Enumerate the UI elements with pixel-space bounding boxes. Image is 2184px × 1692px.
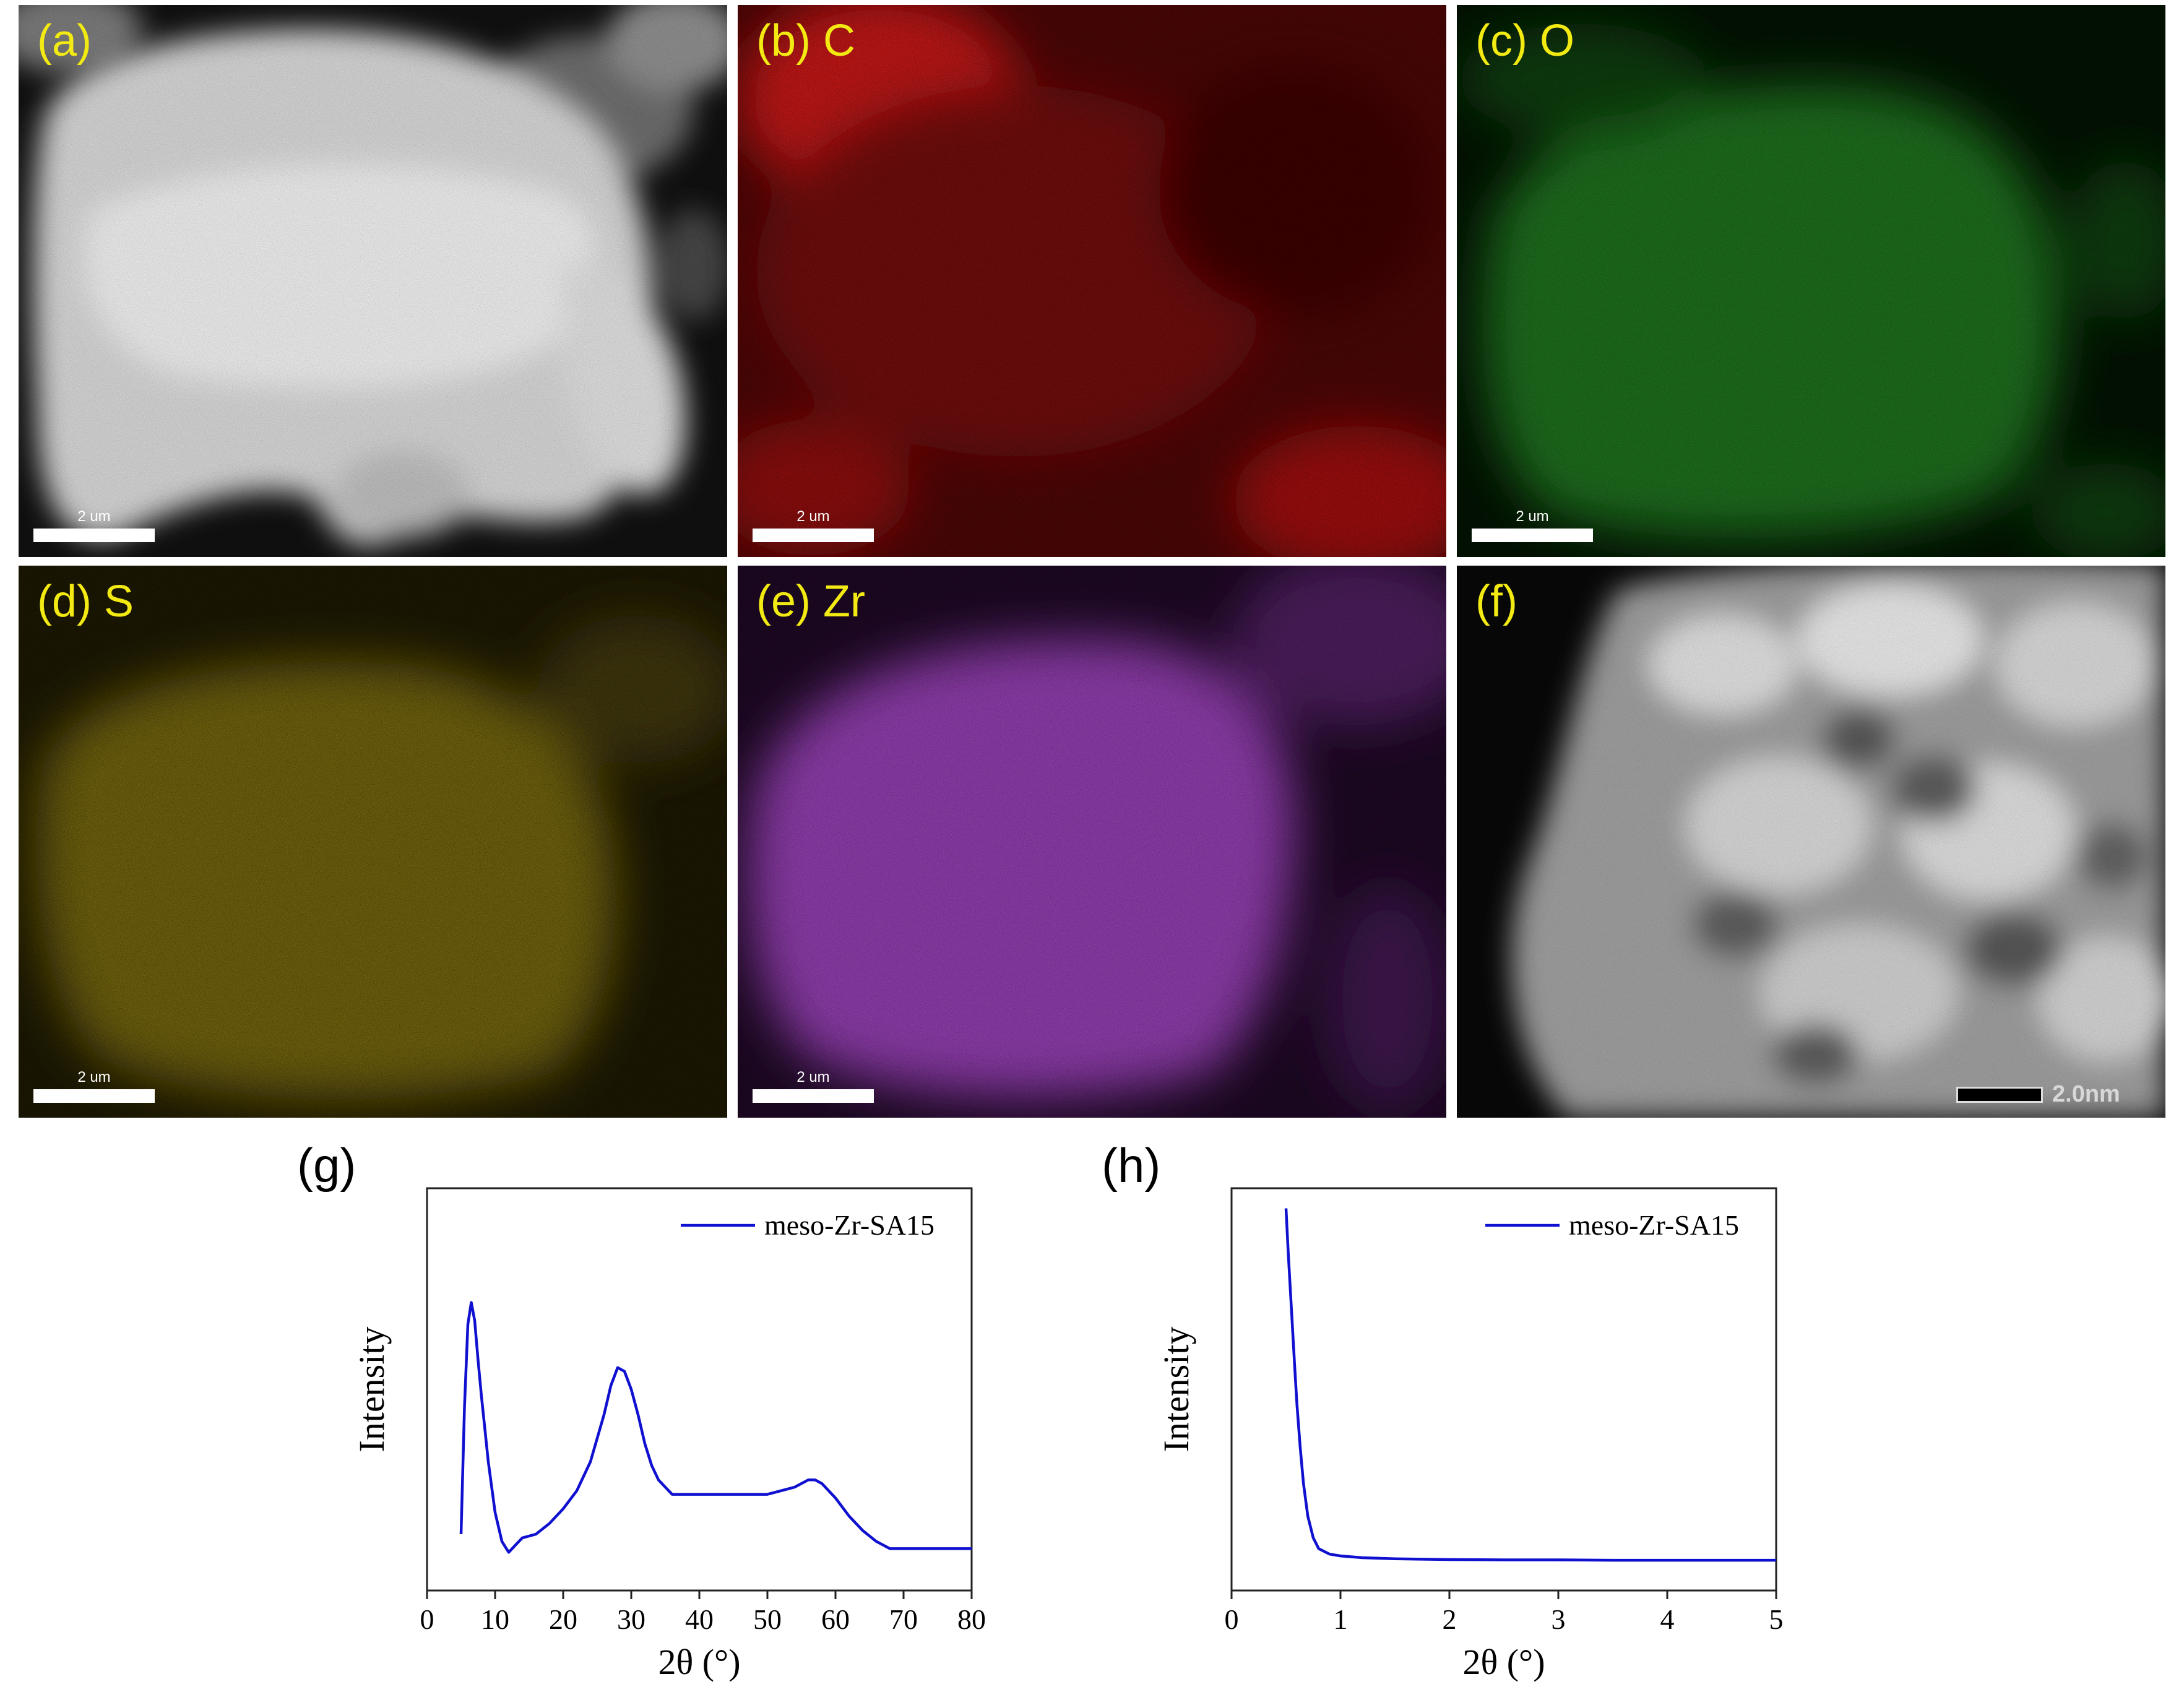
carbon-map xyxy=(738,5,1446,557)
x-tick-label: 60 xyxy=(821,1604,850,1635)
x-tick-label: 30 xyxy=(617,1604,645,1635)
panel-label: (d) S xyxy=(37,577,134,626)
scale-bar-label: 2.0nm xyxy=(2052,1081,2120,1107)
chart-h-svg: (h) 0 1 2 3 4 5 2θ (°) Intensity meso-Zr-SA15 xyxy=(1102,1138,1784,1682)
scale-bar-line xyxy=(1472,529,1593,542)
oxygen-map xyxy=(1457,5,2165,557)
legend-entry: meso-Zr-SA15 xyxy=(1569,1209,1739,1241)
sem-image-panel: (a) 2 um xyxy=(19,5,727,557)
sulfur-map-panel: (d) S 2 um xyxy=(19,566,727,1118)
small-angle-xrd-chart: (h) 0 1 2 3 4 5 2θ (°) Intensity meso-Zr-SA15 xyxy=(1077,1133,1819,1690)
x-axis-label: 2θ (°) xyxy=(1462,1642,1545,1682)
panel-label: (f) xyxy=(1475,577,1517,626)
x-tick-label: 0 xyxy=(420,1604,434,1635)
x-tick-label: 40 xyxy=(685,1604,714,1635)
scale-bar-label: 2 um xyxy=(77,508,111,525)
carbon-map-panel: (b) C 2 um xyxy=(738,5,1446,557)
scale-bar: 2 um xyxy=(33,1069,155,1103)
chart-panel-label: (g) xyxy=(297,1138,356,1193)
tem-image xyxy=(1457,566,2165,1118)
panel-label: (e) Zr xyxy=(756,577,865,626)
x-tick-label: 70 xyxy=(889,1604,918,1635)
x-tick-label: 10 xyxy=(481,1604,509,1635)
x-tick-label: 2 xyxy=(1443,1604,1457,1635)
panel-label: (a) xyxy=(37,16,92,66)
scale-bar-label: 2 um xyxy=(796,508,830,525)
series-line xyxy=(1284,1208,1776,1562)
scale-bar-line xyxy=(753,529,874,542)
wide-angle-xrd-chart: (g) 0 10 20 30 40 50 60 70 80 2θ (°) Intensity meso-… xyxy=(272,1133,1015,1690)
scale-bar-line xyxy=(33,1089,155,1103)
zirconium-map xyxy=(738,566,1446,1118)
scale-bar: 2 um xyxy=(753,509,874,542)
sem-image xyxy=(19,5,727,557)
x-tick-label: 20 xyxy=(549,1604,577,1635)
scale-bar: 2 um xyxy=(33,509,155,542)
x-tick-label: 80 xyxy=(957,1604,986,1635)
series-line xyxy=(459,1301,972,1554)
scale-bar-label: 2 um xyxy=(796,1069,830,1086)
scale-bar-line xyxy=(753,1089,874,1103)
y-axis-label: Intensity xyxy=(352,1327,392,1452)
x-axis-label: 2θ (°) xyxy=(658,1642,740,1682)
chart-g-svg: (g) 0 10 20 30 40 50 60 70 80 2θ (°) Intensity meso-… xyxy=(297,1138,986,1682)
plot-frame xyxy=(426,1187,973,1592)
tem-image-panel: (f) 2.0nm xyxy=(1457,566,2165,1118)
chart-panel-label: (h) xyxy=(1102,1138,1160,1193)
scale-bar: 2 um xyxy=(753,1069,874,1103)
scale-bar: 2.0nm xyxy=(1956,1081,2142,1107)
scale-bar-label: 2 um xyxy=(1516,508,1549,525)
x-tick-label: 3 xyxy=(1552,1604,1566,1635)
x-tick-label: 4 xyxy=(1660,1604,1675,1635)
x-tick-label: 1 xyxy=(1334,1604,1348,1635)
legend-entry: meso-Zr-SA15 xyxy=(764,1209,934,1241)
scale-bar: 2 um xyxy=(1472,509,1593,542)
y-axis-label: Intensity xyxy=(1156,1327,1196,1452)
x-tick-label: 5 xyxy=(1769,1604,1784,1635)
scale-bar-line xyxy=(33,529,155,542)
oxygen-map-panel: (c) O 2 um xyxy=(1457,5,2165,557)
sulfur-map xyxy=(19,566,727,1118)
panel-label: (c) O xyxy=(1475,16,1574,66)
scale-bar-label: 2 um xyxy=(77,1069,111,1086)
x-tick-label: 50 xyxy=(753,1604,782,1635)
x-tick-label: 0 xyxy=(1225,1604,1239,1635)
scale-bar-line xyxy=(1956,1087,2043,1103)
plot-frame xyxy=(1230,1187,1777,1592)
zirconium-map-panel: (e) Zr 2 um xyxy=(738,566,1446,1118)
panel-label: (b) C xyxy=(756,16,855,66)
